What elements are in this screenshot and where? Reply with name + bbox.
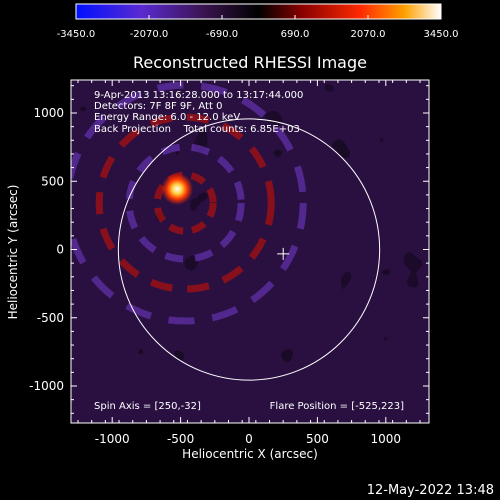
annotation-method: Back Projection Total counts: 6.85E+03: [94, 124, 300, 135]
sidelobe-rings: [71, 81, 307, 325]
spin-axis-marker: [277, 247, 290, 260]
x-tick-label: -1000: [95, 432, 130, 446]
x-tick-label: 1000: [371, 432, 402, 446]
sidelobe-ring: [71, 81, 307, 325]
colorbar-tick-label: 690.0: [281, 29, 310, 40]
colorbar-tick-label: -2070.0: [130, 29, 169, 40]
plot-frame: [70, 79, 430, 424]
x-tick-label: 500: [306, 432, 329, 446]
x-axis-label: Heliocentric X (arcsec): [182, 447, 318, 461]
annotation-time: 9-Apr-2013 13:16:28.000 to 13:17:44.000: [94, 90, 303, 101]
colorbar: [75, 3, 442, 20]
x-axis-tick-labels: -1000 -500 0 500 1000: [95, 432, 401, 446]
colorbar-tick-label: 2070.0: [351, 29, 386, 40]
sidelobe-ring: [153, 171, 217, 235]
flare-source-core: [161, 173, 194, 206]
y-tick-label: 500: [41, 174, 64, 188]
spin-axis-label: Spin Axis = [250,-32]: [94, 401, 201, 412]
image-area: [71, 80, 429, 423]
chart-title: Reconstructed RHESSI Image: [133, 53, 367, 72]
annotation-detectors: Detectors: 7F 8F 9F, Att 0: [94, 101, 222, 112]
y-tick-label: 1000: [33, 106, 64, 120]
flare-source: [161, 173, 194, 206]
annotation-energy: Energy Range: 6.0 - 12.0 keV: [94, 112, 240, 123]
y-axis-label: Heliocentric Y (arcsec): [6, 185, 20, 320]
colorbar-labels: -3450.0 -2070.0 -690.0 690.0 2070.0 3450.0: [57, 29, 459, 40]
colorbar-tick-label: 3450.0: [424, 29, 459, 40]
colorbar-tick-label: -690.0: [206, 29, 238, 40]
sidelobe-ring: [95, 113, 275, 293]
x-axis-ticks: [77, 80, 421, 423]
y-axis-ticks: [71, 85, 429, 414]
plot-timestamp: 12-May-2022 13:48: [367, 483, 494, 498]
y-tick-label: -1000: [29, 379, 64, 393]
sidelobe-ring: [125, 143, 245, 263]
y-tick-label: 0: [56, 243, 64, 257]
y-tick-label: -500: [37, 311, 64, 325]
x-tick-label: -500: [167, 432, 194, 446]
x-tick-label: 0: [245, 432, 253, 446]
flare-position-label: Flare Position = [-525,223]: [270, 401, 404, 412]
colorbar-ticks: [75, 15, 442, 19]
y-axis-tick-labels: -1000 -500 0 500 1000: [29, 106, 64, 393]
solar-limb: [117, 118, 381, 381]
colorbar-tick-label: -3450.0: [57, 29, 96, 40]
